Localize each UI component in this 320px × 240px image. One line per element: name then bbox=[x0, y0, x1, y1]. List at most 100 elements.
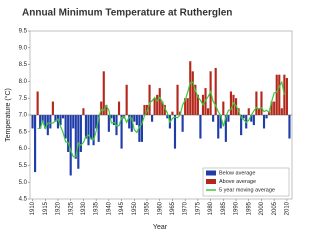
y-tick-label: 9.0 bbox=[19, 45, 28, 51]
bar bbox=[89, 115, 93, 139]
bar bbox=[41, 115, 44, 122]
bar bbox=[194, 84, 197, 115]
moving-average-line bbox=[37, 80, 285, 158]
bar bbox=[39, 115, 42, 129]
bar bbox=[56, 115, 60, 129]
y-tick-label: 8.0 bbox=[19, 79, 28, 85]
bar bbox=[189, 61, 192, 115]
x-tick-label: 1985 bbox=[221, 201, 227, 215]
x-tick-label: 1940 bbox=[106, 201, 112, 215]
bar bbox=[171, 111, 174, 115]
bar bbox=[54, 115, 57, 122]
y-tick-label: 7.5 bbox=[19, 96, 28, 102]
bar bbox=[112, 115, 116, 126]
bar bbox=[268, 111, 271, 115]
bar bbox=[117, 101, 121, 115]
bar bbox=[151, 115, 154, 122]
x-tick-label: 1915 bbox=[43, 201, 49, 215]
bar bbox=[199, 115, 202, 139]
y-axis-title: Temperature (°C) bbox=[4, 88, 12, 142]
bar bbox=[44, 115, 47, 129]
bar bbox=[36, 91, 39, 115]
bar bbox=[222, 101, 225, 115]
bar bbox=[204, 88, 207, 115]
bar bbox=[252, 115, 255, 126]
bar bbox=[102, 71, 105, 115]
bar bbox=[224, 115, 227, 142]
bar bbox=[219, 115, 222, 129]
y-tick-label: 5.5 bbox=[19, 163, 28, 169]
bar bbox=[247, 108, 250, 115]
bar bbox=[191, 71, 194, 115]
y-tick-label: 6.5 bbox=[19, 129, 28, 135]
bar bbox=[163, 104, 166, 115]
x-tick-label: 1960 bbox=[157, 201, 163, 215]
bar bbox=[270, 101, 273, 115]
bar bbox=[31, 115, 34, 129]
x-tick-label: 1945 bbox=[119, 201, 125, 215]
bar bbox=[262, 115, 266, 129]
bar bbox=[229, 91, 233, 115]
bar bbox=[79, 115, 82, 152]
x-tick-label: 1920 bbox=[56, 201, 62, 215]
bar bbox=[181, 115, 184, 132]
bar bbox=[59, 115, 62, 126]
bar bbox=[285, 78, 288, 115]
bar bbox=[61, 115, 65, 119]
bar bbox=[34, 115, 37, 173]
bar bbox=[278, 74, 281, 115]
bar bbox=[242, 115, 245, 119]
bar bbox=[184, 98, 187, 115]
bar bbox=[64, 115, 67, 139]
bar bbox=[143, 104, 146, 115]
bar bbox=[110, 115, 113, 119]
bar bbox=[196, 94, 199, 115]
bar bbox=[186, 98, 189, 115]
legend-swatch bbox=[206, 170, 216, 176]
bar bbox=[212, 115, 215, 122]
x-axis-title: Year bbox=[153, 224, 168, 231]
x-tick-label: 1970 bbox=[183, 201, 189, 215]
bar bbox=[240, 115, 243, 136]
bar bbox=[173, 115, 177, 149]
y-tick-label: 5.0 bbox=[19, 180, 28, 186]
x-tick-label: 1935 bbox=[94, 201, 100, 215]
bar bbox=[227, 115, 230, 122]
x-tick-label: 1950 bbox=[132, 201, 138, 215]
bar bbox=[74, 115, 77, 159]
x-tick-label: 1910 bbox=[30, 201, 36, 215]
bar bbox=[82, 108, 85, 115]
bar bbox=[161, 101, 164, 115]
bar bbox=[250, 115, 253, 122]
bar bbox=[49, 115, 52, 129]
x-tick-label: 2010 bbox=[284, 201, 290, 215]
bar bbox=[135, 115, 138, 126]
chart: Annual Minimum Temperature at Rutherglen… bbox=[3, 7, 293, 231]
bar bbox=[255, 91, 258, 115]
x-tick-label: 1925 bbox=[68, 201, 74, 215]
x-tick-label: 1980 bbox=[208, 201, 214, 215]
bar bbox=[265, 115, 268, 119]
legend-box bbox=[202, 167, 290, 197]
chart-title: Annual Minimum Temperature at Rutherglen bbox=[22, 8, 232, 19]
bar bbox=[130, 115, 133, 132]
bar bbox=[140, 115, 143, 142]
bar bbox=[232, 94, 235, 115]
bar bbox=[206, 108, 210, 115]
y-tick-label: 7.0 bbox=[19, 113, 28, 119]
bar bbox=[153, 98, 156, 115]
bar bbox=[158, 88, 161, 115]
x-tick-label: 1995 bbox=[246, 201, 252, 215]
y-tick-label: 8.5 bbox=[19, 62, 28, 68]
y-tick-label: 6.0 bbox=[19, 146, 28, 152]
bar bbox=[67, 115, 70, 152]
x-tick-label: 1990 bbox=[234, 201, 240, 215]
bar bbox=[257, 108, 261, 115]
bar bbox=[100, 101, 103, 115]
bar bbox=[280, 108, 283, 115]
bar bbox=[69, 115, 72, 176]
bar bbox=[97, 115, 100, 142]
bar bbox=[120, 115, 123, 149]
bar bbox=[46, 115, 49, 136]
bar bbox=[125, 84, 128, 115]
